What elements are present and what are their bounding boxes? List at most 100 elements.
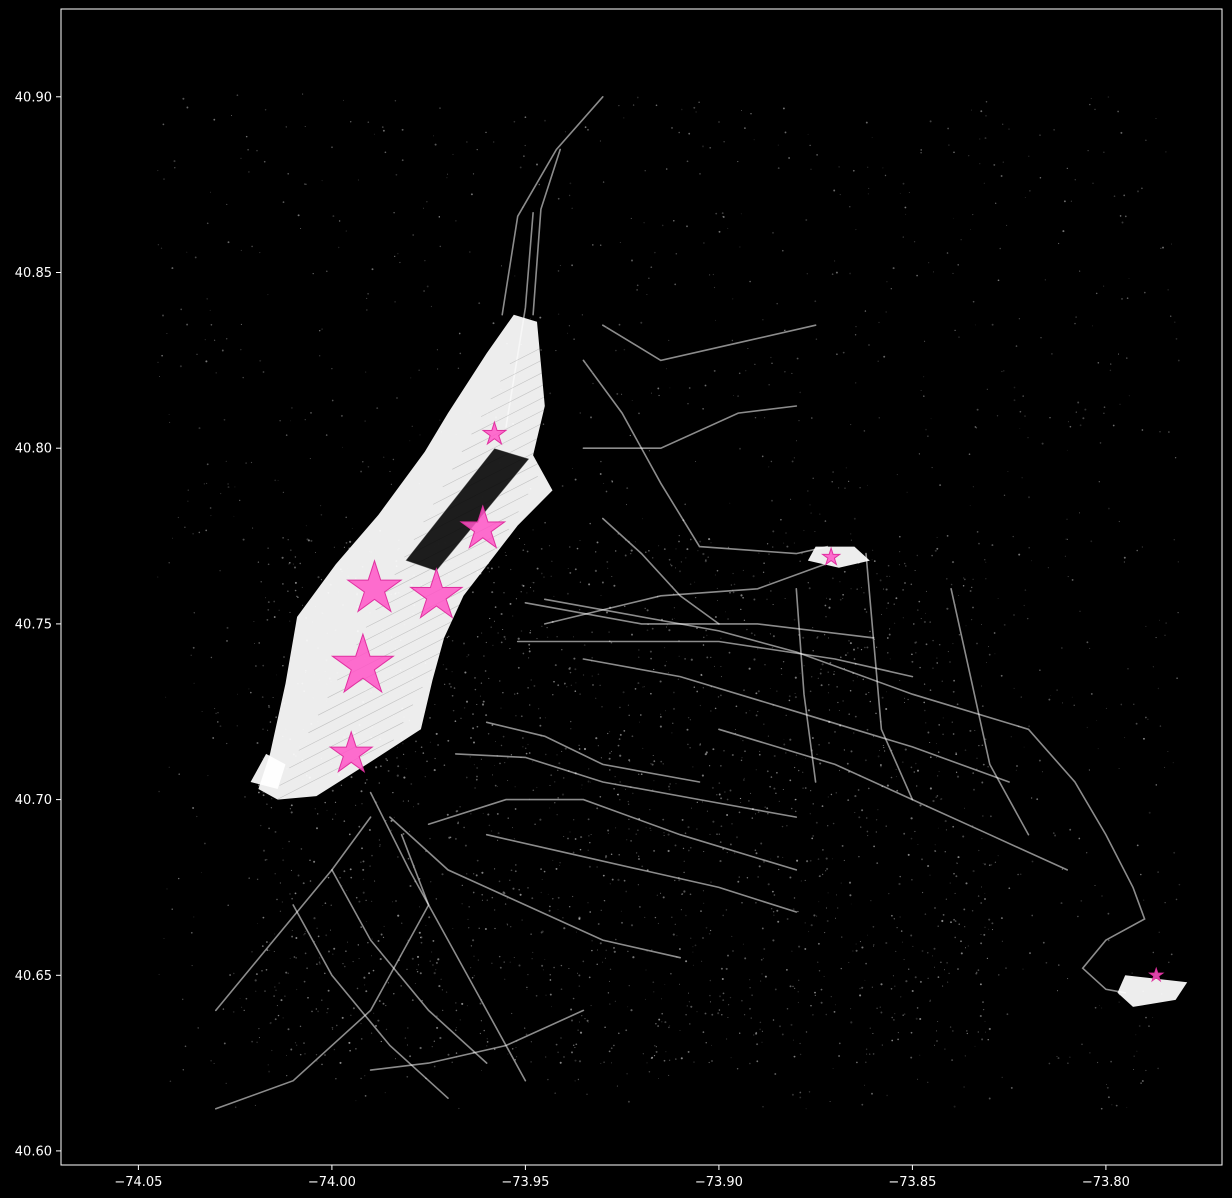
pickup-speckle [1023, 604, 1025, 607]
pickup-speckle [304, 930, 306, 933]
pickup-speckle [804, 787, 807, 789]
pickup-speckle [451, 671, 453, 673]
pickup-speckle [581, 788, 583, 789]
pickup-speckle [259, 252, 261, 254]
pickup-speckle [351, 528, 353, 530]
pickup-speckle [638, 858, 640, 860]
pickup-speckle [872, 1053, 875, 1055]
pickup-speckle [1103, 406, 1106, 408]
pickup-speckle [490, 830, 493, 832]
pickup-speckle [670, 972, 672, 975]
pickup-speckle [374, 880, 376, 882]
pickup-speckle [905, 565, 907, 567]
pickup-speckle [845, 467, 847, 469]
pickup-speckle [654, 1045, 656, 1047]
pickup-speckle [365, 309, 368, 311]
pickup-speckle [592, 684, 594, 686]
pickup-speckle [223, 1042, 226, 1045]
pickup-speckle [1003, 623, 1006, 626]
pickup-speckle [793, 618, 796, 621]
pickup-speckle [817, 636, 819, 638]
pickup-speckle [740, 594, 743, 597]
pickup-speckle [732, 572, 734, 575]
pickup-speckle [495, 741, 496, 742]
pickup-speckle [677, 678, 680, 680]
pickup-speckle [1090, 98, 1092, 100]
pickup-speckle [750, 113, 752, 115]
pickup-speckle [937, 751, 940, 753]
pickup-speckle [522, 746, 524, 748]
pickup-speckle [438, 985, 441, 988]
pickup-speckle [694, 944, 697, 947]
pickup-speckle [998, 974, 1000, 976]
pickup-speckle [1050, 695, 1052, 696]
pickup-speckle [1141, 429, 1144, 431]
pickup-speckle [917, 1078, 919, 1080]
pickup-speckle [791, 950, 793, 952]
pickup-speckle [776, 855, 780, 858]
pickup-speckle [850, 1021, 853, 1024]
pickup-speckle [914, 651, 917, 654]
pickup-speckle [739, 246, 741, 248]
pickup-speckle [637, 884, 640, 886]
pickup-speckle [1107, 1096, 1110, 1099]
pickup-speckle [833, 189, 836, 192]
x-tick-label: −73.95 [501, 1175, 549, 1190]
pickup-speckle [432, 939, 435, 942]
pickup-speckle [540, 868, 542, 870]
pickup-speckle [931, 554, 933, 557]
pickup-speckle [539, 724, 542, 727]
pickup-speckle [215, 372, 217, 374]
pickup-speckle [674, 283, 677, 286]
pickup-speckle [455, 220, 457, 222]
pickup-speckle [796, 440, 797, 442]
pickup-speckle [580, 836, 583, 839]
plot-area [60, 8, 1223, 1166]
pickup-speckle [206, 222, 209, 225]
pickup-speckle [355, 804, 357, 806]
pickup-speckle [1119, 403, 1121, 405]
pickup-speckle [937, 976, 940, 978]
pickup-speckle [254, 1104, 256, 1106]
pickup-speckle [419, 906, 420, 908]
pickup-speckle [415, 740, 417, 743]
pickup-speckle [1024, 589, 1027, 591]
pickup-speckle [823, 634, 826, 636]
pickup-speckle [877, 809, 879, 811]
pickup-speckle [937, 827, 939, 829]
pickup-speckle [516, 1056, 518, 1058]
pickup-speckle [758, 552, 760, 554]
pickup-speckle [1090, 692, 1093, 695]
pickup-speckle [754, 363, 756, 365]
pickup-speckle [627, 800, 629, 803]
pickup-speckle [624, 554, 627, 557]
pickup-speckle [513, 120, 516, 123]
pickup-speckle [874, 638, 876, 640]
pickup-speckle [326, 809, 328, 811]
pickup-speckle [290, 420, 292, 422]
pickup-speckle [587, 1021, 589, 1023]
pickup-speckle [596, 541, 599, 544]
pickup-speckle [827, 671, 829, 673]
pickup-speckle [244, 796, 246, 798]
pickup-speckle [972, 870, 975, 873]
pickup-speckle [360, 1022, 362, 1025]
pickup-speckle [305, 525, 307, 527]
pickup-speckle [685, 557, 687, 559]
pickup-speckle [811, 676, 813, 678]
pickup-speckle [840, 882, 842, 884]
pickup-speckle [402, 832, 405, 835]
pickup-speckle [492, 774, 493, 776]
pickup-speckle [693, 686, 696, 688]
pickup-speckle [639, 906, 641, 908]
pickup-speckle [258, 1037, 260, 1039]
pickup-speckle [722, 215, 724, 218]
pickup-speckle [795, 798, 797, 801]
pickup-speckle [660, 713, 662, 715]
pickup-speckle [698, 101, 700, 103]
pickup-speckle [204, 339, 206, 341]
pickup-speckle [288, 561, 291, 564]
pickup-speckle [686, 548, 689, 551]
pickup-speckle [930, 418, 932, 420]
pickup-speckle [291, 935, 294, 938]
